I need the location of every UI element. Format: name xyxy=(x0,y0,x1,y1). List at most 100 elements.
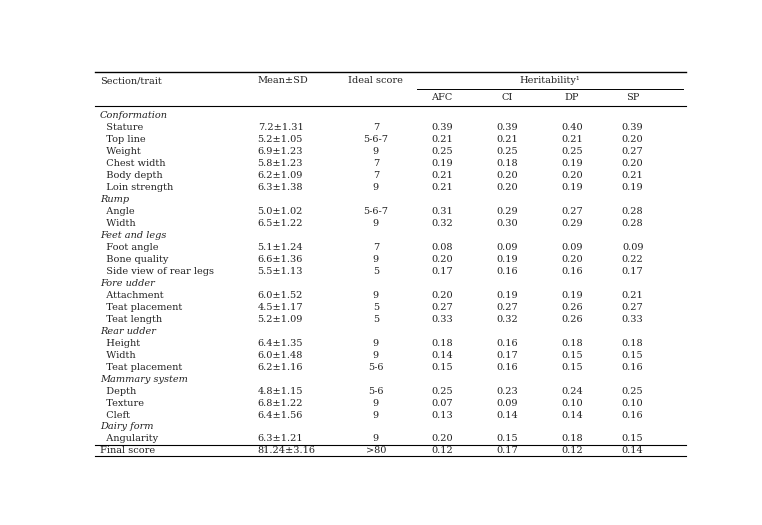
Text: Top line: Top line xyxy=(100,135,146,144)
Text: Width: Width xyxy=(100,218,136,228)
Text: 6.4±1.35: 6.4±1.35 xyxy=(258,339,303,348)
Text: 0.09: 0.09 xyxy=(622,243,643,251)
Text: 0.15: 0.15 xyxy=(561,363,583,372)
Text: Texture: Texture xyxy=(100,398,144,407)
Text: 7: 7 xyxy=(373,159,379,167)
Text: 0.19: 0.19 xyxy=(496,255,517,264)
Text: Fore udder: Fore udder xyxy=(100,279,155,288)
Text: 0.25: 0.25 xyxy=(431,386,453,395)
Text: 0.28: 0.28 xyxy=(622,218,643,228)
Text: Teat length: Teat length xyxy=(100,314,162,323)
Text: 0.32: 0.32 xyxy=(496,314,517,323)
Text: 0.20: 0.20 xyxy=(496,171,517,180)
Text: 0.24: 0.24 xyxy=(561,386,583,395)
Text: Conformation: Conformation xyxy=(100,111,168,120)
Text: 0.20: 0.20 xyxy=(561,171,583,180)
Text: 5: 5 xyxy=(373,302,379,312)
Text: 0.13: 0.13 xyxy=(431,411,453,419)
Text: Teat placement: Teat placement xyxy=(100,363,182,372)
Text: 0.16: 0.16 xyxy=(496,363,517,372)
Text: Mammary system: Mammary system xyxy=(100,374,188,384)
Text: 9: 9 xyxy=(373,291,379,300)
Text: 0.15: 0.15 xyxy=(431,363,453,372)
Text: 6.2±1.09: 6.2±1.09 xyxy=(258,171,303,180)
Text: 0.32: 0.32 xyxy=(431,218,453,228)
Text: Attachment: Attachment xyxy=(100,291,164,300)
Text: Chest width: Chest width xyxy=(100,159,165,167)
Text: 0.21: 0.21 xyxy=(431,135,453,144)
Text: 0.19: 0.19 xyxy=(561,291,583,300)
Text: 0.27: 0.27 xyxy=(622,146,644,156)
Text: 0.10: 0.10 xyxy=(622,398,643,407)
Text: 4.5±1.17: 4.5±1.17 xyxy=(258,302,303,312)
Text: 0.26: 0.26 xyxy=(561,302,583,312)
Text: 6.4±1.56: 6.4±1.56 xyxy=(258,411,303,419)
Text: 6.2±1.16: 6.2±1.16 xyxy=(258,363,303,372)
Text: 5: 5 xyxy=(373,267,379,276)
Text: 5.2±1.05: 5.2±1.05 xyxy=(258,135,303,144)
Text: Rump: Rump xyxy=(100,195,129,204)
Text: 0.39: 0.39 xyxy=(431,123,453,132)
Text: 0.20: 0.20 xyxy=(431,255,453,264)
Text: Bone quality: Bone quality xyxy=(100,255,168,264)
Text: 0.16: 0.16 xyxy=(622,411,643,419)
Text: Weight: Weight xyxy=(100,146,141,156)
Text: 0.20: 0.20 xyxy=(431,435,453,444)
Text: Loin strength: Loin strength xyxy=(100,183,173,192)
Text: 9: 9 xyxy=(373,218,379,228)
Text: 6.3±1.21: 6.3±1.21 xyxy=(258,435,303,444)
Text: 5-6-7: 5-6-7 xyxy=(363,135,389,144)
Text: 5-6: 5-6 xyxy=(368,363,383,372)
Text: 6.5±1.22: 6.5±1.22 xyxy=(258,218,303,228)
Text: >80: >80 xyxy=(366,446,386,456)
Text: 0.20: 0.20 xyxy=(431,291,453,300)
Text: 0.14: 0.14 xyxy=(561,411,583,419)
Text: 0.39: 0.39 xyxy=(496,123,517,132)
Text: 0.21: 0.21 xyxy=(561,135,583,144)
Text: CI: CI xyxy=(501,93,513,102)
Text: 6.3±1.38: 6.3±1.38 xyxy=(258,183,303,192)
Text: 0.22: 0.22 xyxy=(622,255,644,264)
Text: Side view of rear legs: Side view of rear legs xyxy=(100,267,214,276)
Text: 0.33: 0.33 xyxy=(431,314,453,323)
Text: 0.16: 0.16 xyxy=(496,339,517,348)
Text: 0.27: 0.27 xyxy=(561,207,583,216)
Text: 0.12: 0.12 xyxy=(561,446,583,456)
Text: 0.19: 0.19 xyxy=(561,159,583,167)
Text: 9: 9 xyxy=(373,351,379,360)
Text: 0.18: 0.18 xyxy=(622,339,643,348)
Text: 5.1±1.24: 5.1±1.24 xyxy=(258,243,303,251)
Text: 0.18: 0.18 xyxy=(561,435,583,444)
Text: 0.16: 0.16 xyxy=(622,363,643,372)
Text: 9: 9 xyxy=(373,146,379,156)
Text: Stature: Stature xyxy=(100,123,143,132)
Text: SP: SP xyxy=(626,93,639,102)
Text: Heritability¹: Heritability¹ xyxy=(520,76,581,85)
Text: 0.08: 0.08 xyxy=(431,243,453,251)
Text: 7: 7 xyxy=(373,171,379,180)
Text: 7: 7 xyxy=(373,123,379,132)
Text: 5.5±1.13: 5.5±1.13 xyxy=(258,267,303,276)
Text: 0.17: 0.17 xyxy=(496,446,517,456)
Text: 0.27: 0.27 xyxy=(622,302,644,312)
Text: 9: 9 xyxy=(373,435,379,444)
Text: AFC: AFC xyxy=(431,93,453,102)
Text: 9: 9 xyxy=(373,255,379,264)
Text: 0.40: 0.40 xyxy=(561,123,583,132)
Text: Ideal score: Ideal score xyxy=(348,76,403,85)
Text: 0.07: 0.07 xyxy=(431,398,453,407)
Text: Angularity: Angularity xyxy=(100,435,158,444)
Text: 0.25: 0.25 xyxy=(561,146,583,156)
Text: Width: Width xyxy=(100,351,136,360)
Text: 0.19: 0.19 xyxy=(496,291,517,300)
Text: 5-6-7: 5-6-7 xyxy=(363,207,389,216)
Text: 0.27: 0.27 xyxy=(496,302,517,312)
Text: 0.09: 0.09 xyxy=(561,243,583,251)
Text: 0.18: 0.18 xyxy=(561,339,583,348)
Text: 6.0±1.48: 6.0±1.48 xyxy=(258,351,303,360)
Text: 6.6±1.36: 6.6±1.36 xyxy=(258,255,303,264)
Text: Height: Height xyxy=(100,339,140,348)
Text: 0.17: 0.17 xyxy=(622,267,644,276)
Text: 9: 9 xyxy=(373,183,379,192)
Text: 9: 9 xyxy=(373,411,379,419)
